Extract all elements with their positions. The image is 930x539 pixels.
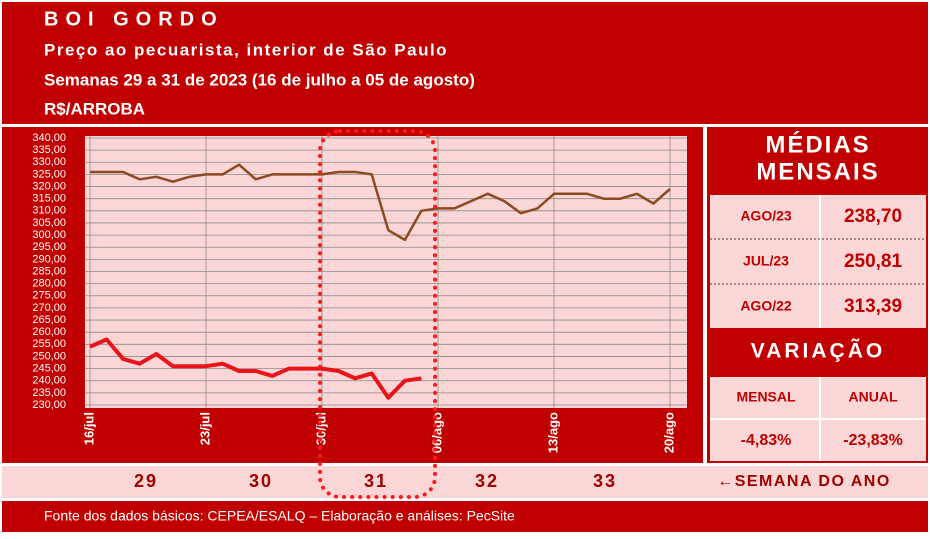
y-tick-label: 305,00 bbox=[32, 217, 66, 229]
variation-value: -23,83% bbox=[843, 432, 903, 449]
avg-label: AGO/23 bbox=[740, 208, 792, 224]
week-number: 32 bbox=[475, 471, 499, 491]
y-tick-label: 260,00 bbox=[32, 326, 66, 338]
avg-value: 238,70 bbox=[844, 206, 902, 227]
y-tick-label: 245,00 bbox=[32, 362, 66, 374]
y-tick-label: 330,00 bbox=[32, 156, 66, 168]
y-tick-label: 290,00 bbox=[32, 253, 66, 265]
series-line bbox=[90, 163, 671, 242]
avg-label: JUL/23 bbox=[743, 253, 789, 269]
series-line bbox=[89, 337, 422, 400]
y-tick-label: 235,00 bbox=[32, 387, 66, 399]
y-tick-label: 295,00 bbox=[32, 241, 66, 253]
week-number: 31 bbox=[364, 471, 388, 491]
y-tick-label: 240,00 bbox=[32, 375, 66, 387]
averages-title: MENSAIS bbox=[756, 158, 879, 185]
y-tick-label: 325,00 bbox=[32, 168, 66, 180]
period: Semanas 29 a 31 de 2023 (16 de julho a 0… bbox=[44, 70, 475, 89]
week-row bbox=[2, 466, 928, 498]
y-tick-label: 230,00 bbox=[32, 399, 66, 411]
x-tick-label: 16/jul bbox=[81, 412, 96, 445]
averages-box bbox=[710, 195, 926, 328]
y-tick-label: 335,00 bbox=[32, 144, 66, 156]
x-tick-label: 30/jul bbox=[313, 412, 328, 445]
y-tick-label: 275,00 bbox=[32, 290, 66, 302]
avg-label: AGO/22 bbox=[740, 298, 792, 314]
unit: R$/ARROBA bbox=[44, 99, 145, 118]
y-tick-label: 315,00 bbox=[32, 193, 66, 205]
y-tick-label: 255,00 bbox=[32, 338, 66, 350]
averages-title: MÉDIAS bbox=[765, 130, 870, 158]
header-band bbox=[2, 2, 928, 124]
highlight-box bbox=[318, 129, 437, 499]
y-tick-label: 285,00 bbox=[32, 265, 66, 277]
y-tick-label: 320,00 bbox=[32, 180, 66, 192]
x-tick-label: 23/jul bbox=[197, 412, 212, 445]
avg-value: 313,39 bbox=[844, 296, 902, 317]
week-number: 33 bbox=[593, 471, 617, 491]
week-number: 30 bbox=[249, 471, 273, 491]
variation-title: VARIAÇÃO bbox=[751, 340, 885, 363]
plot-area bbox=[85, 136, 687, 408]
footer: Fonte dos dados básicos: CEPEA/ESALQ – E… bbox=[44, 508, 515, 524]
y-tick-label: 340,00 bbox=[32, 132, 66, 144]
x-tick-label: 13/ago bbox=[545, 412, 560, 453]
y-tick-label: 270,00 bbox=[32, 302, 66, 314]
variation-header: ANUAL bbox=[849, 389, 898, 405]
subtitle: Preço ao pecuarista, interior de São Pau… bbox=[44, 40, 448, 59]
footer-band bbox=[2, 501, 928, 532]
y-tick-label: 265,00 bbox=[32, 314, 66, 326]
y-tick-label: 300,00 bbox=[32, 229, 66, 241]
y-tick-label: 310,00 bbox=[32, 205, 66, 217]
variation-header: MENSAL bbox=[736, 389, 796, 405]
avg-value: 250,81 bbox=[844, 251, 903, 272]
y-tick-label: 280,00 bbox=[32, 278, 66, 290]
week-number: 29 bbox=[134, 471, 158, 491]
x-tick-label: 06/ago bbox=[429, 412, 444, 453]
variation-value: -4,83% bbox=[741, 432, 792, 449]
y-tick-label: 250,00 bbox=[32, 350, 66, 362]
title: BOI GORDO bbox=[44, 8, 224, 30]
week-axis-label: ←SEMANA DO ANO bbox=[717, 473, 891, 490]
x-tick-label: 20/ago bbox=[661, 412, 676, 453]
